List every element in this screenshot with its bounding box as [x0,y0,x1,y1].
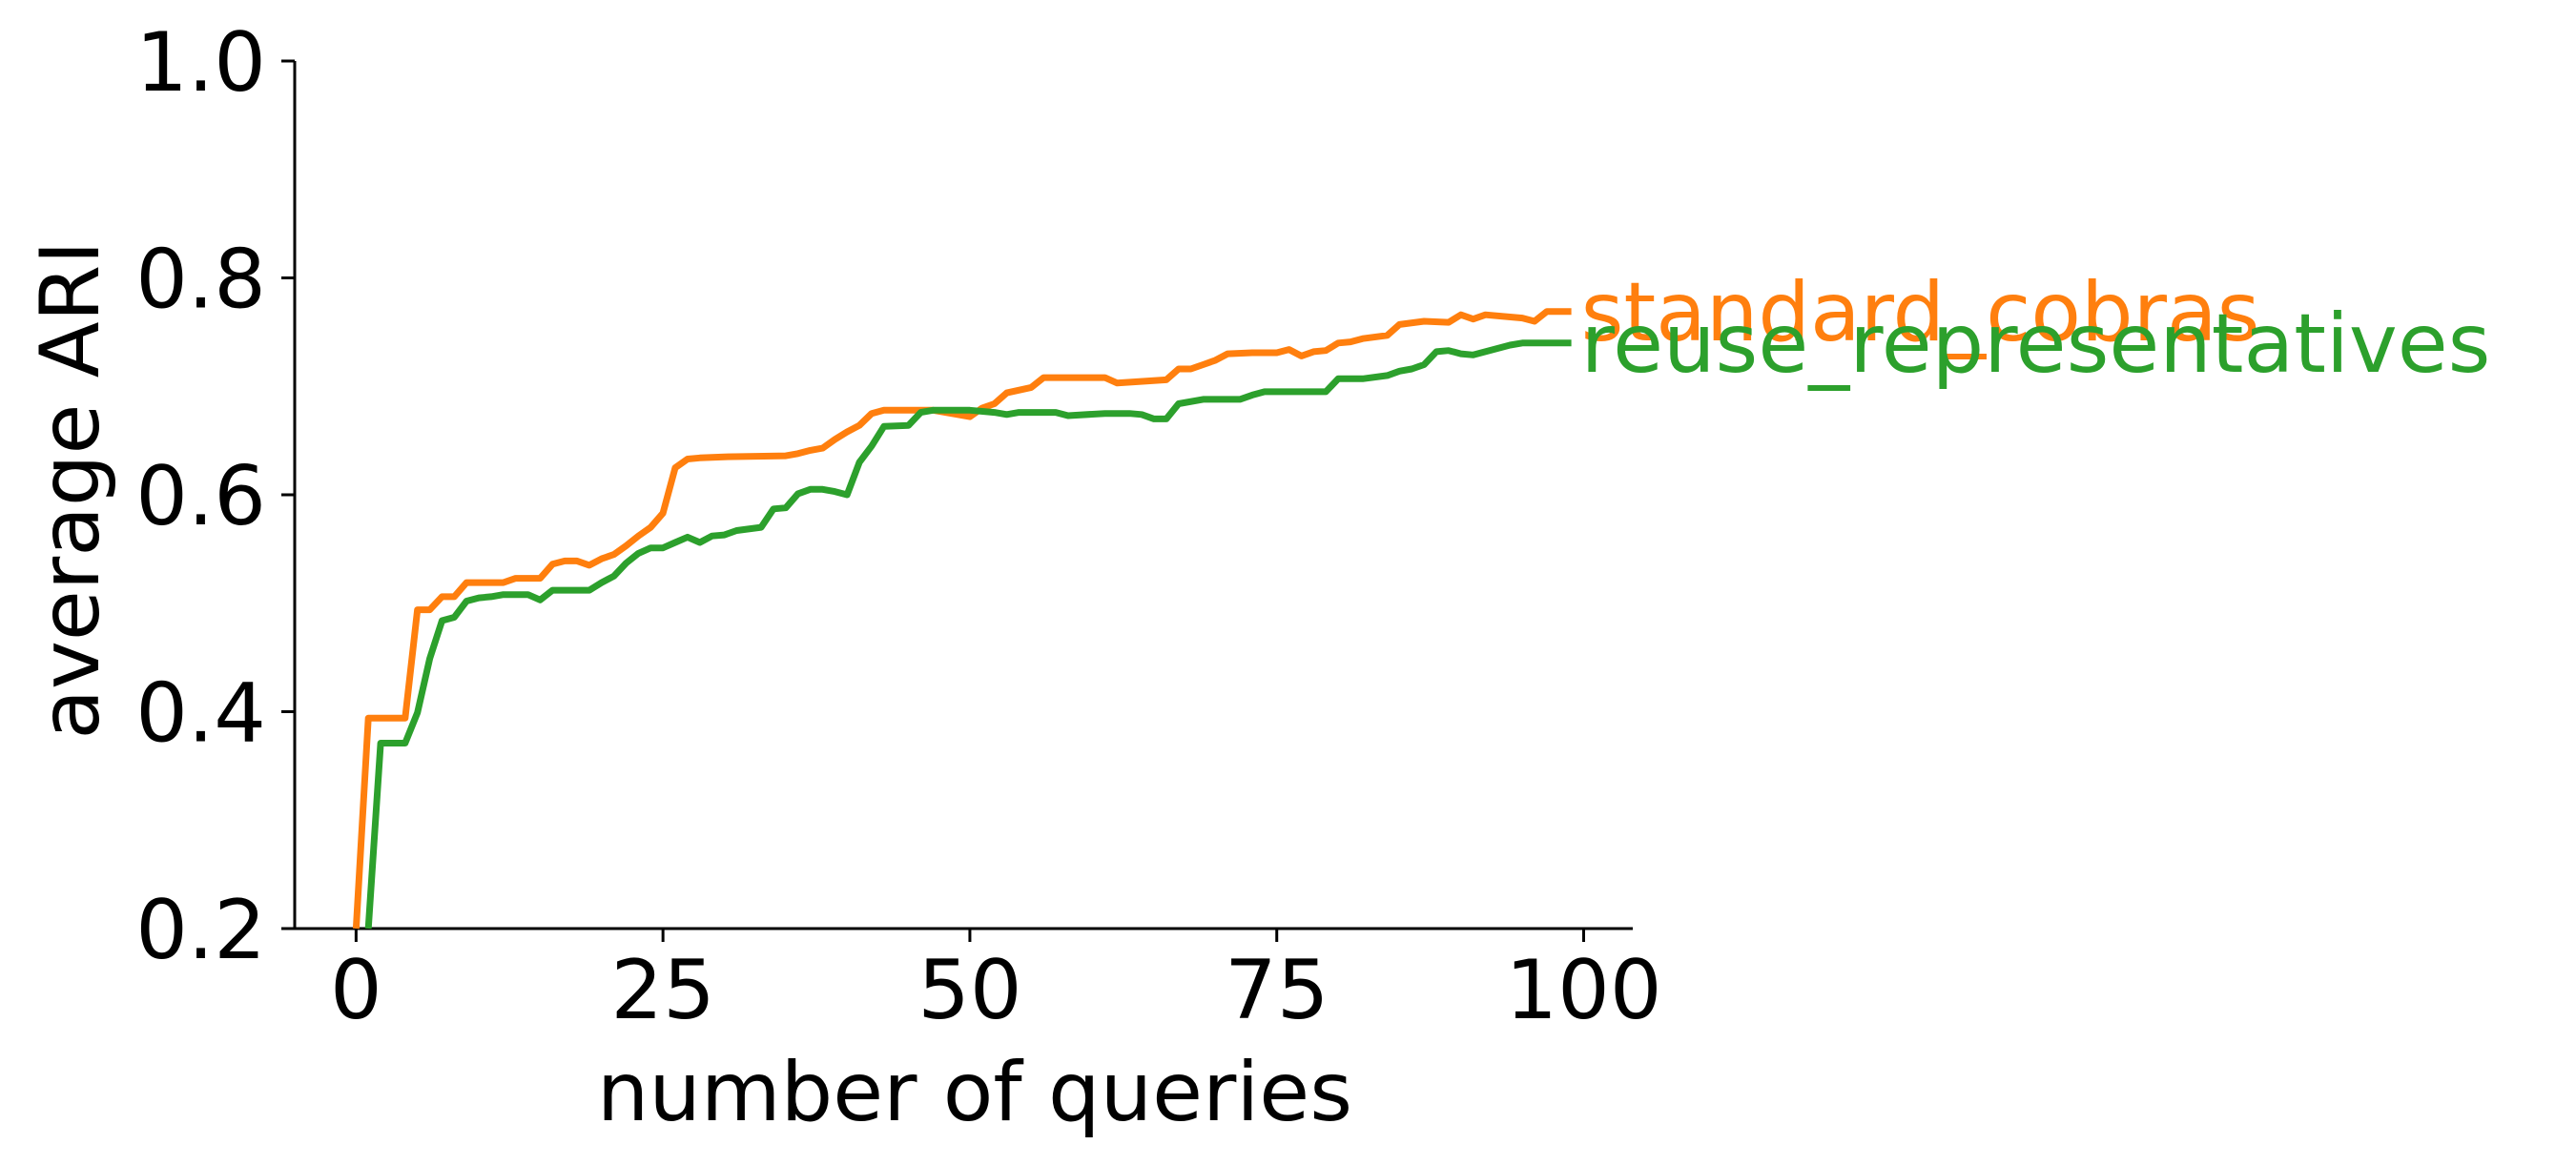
y-tick-label: 0.8 [135,233,266,328]
series-layer [352,308,1572,930]
y-axis-label: average ARI [23,240,118,739]
x-tick-label: 0 [330,943,382,1038]
x-tick-label: 50 [917,943,1021,1038]
series-line-standard-cobras [352,308,1572,930]
x-tick-label: 75 [1225,943,1329,1038]
series-line-reuse-representatives [364,339,1572,930]
series-label-standard-cobras: standard_cobras [1581,265,2260,360]
axes: 0 25 50 75 100 0.2 0.4 0.6 0.8 1.0 number of queri… [23,15,1662,1140]
y-tick-label: 0.6 [135,449,266,544]
x-tick-label: 100 [1505,943,1661,1038]
series-label-reuse-representatives: reuse_representatives [1581,296,2491,392]
y-tick-label: 0.2 [135,883,266,978]
y-tick-label: 0.4 [135,666,266,762]
y-tick-label: 1.0 [135,15,266,111]
x-tick-label: 25 [610,943,714,1038]
x-axis-label: number of queries [597,1045,1352,1140]
